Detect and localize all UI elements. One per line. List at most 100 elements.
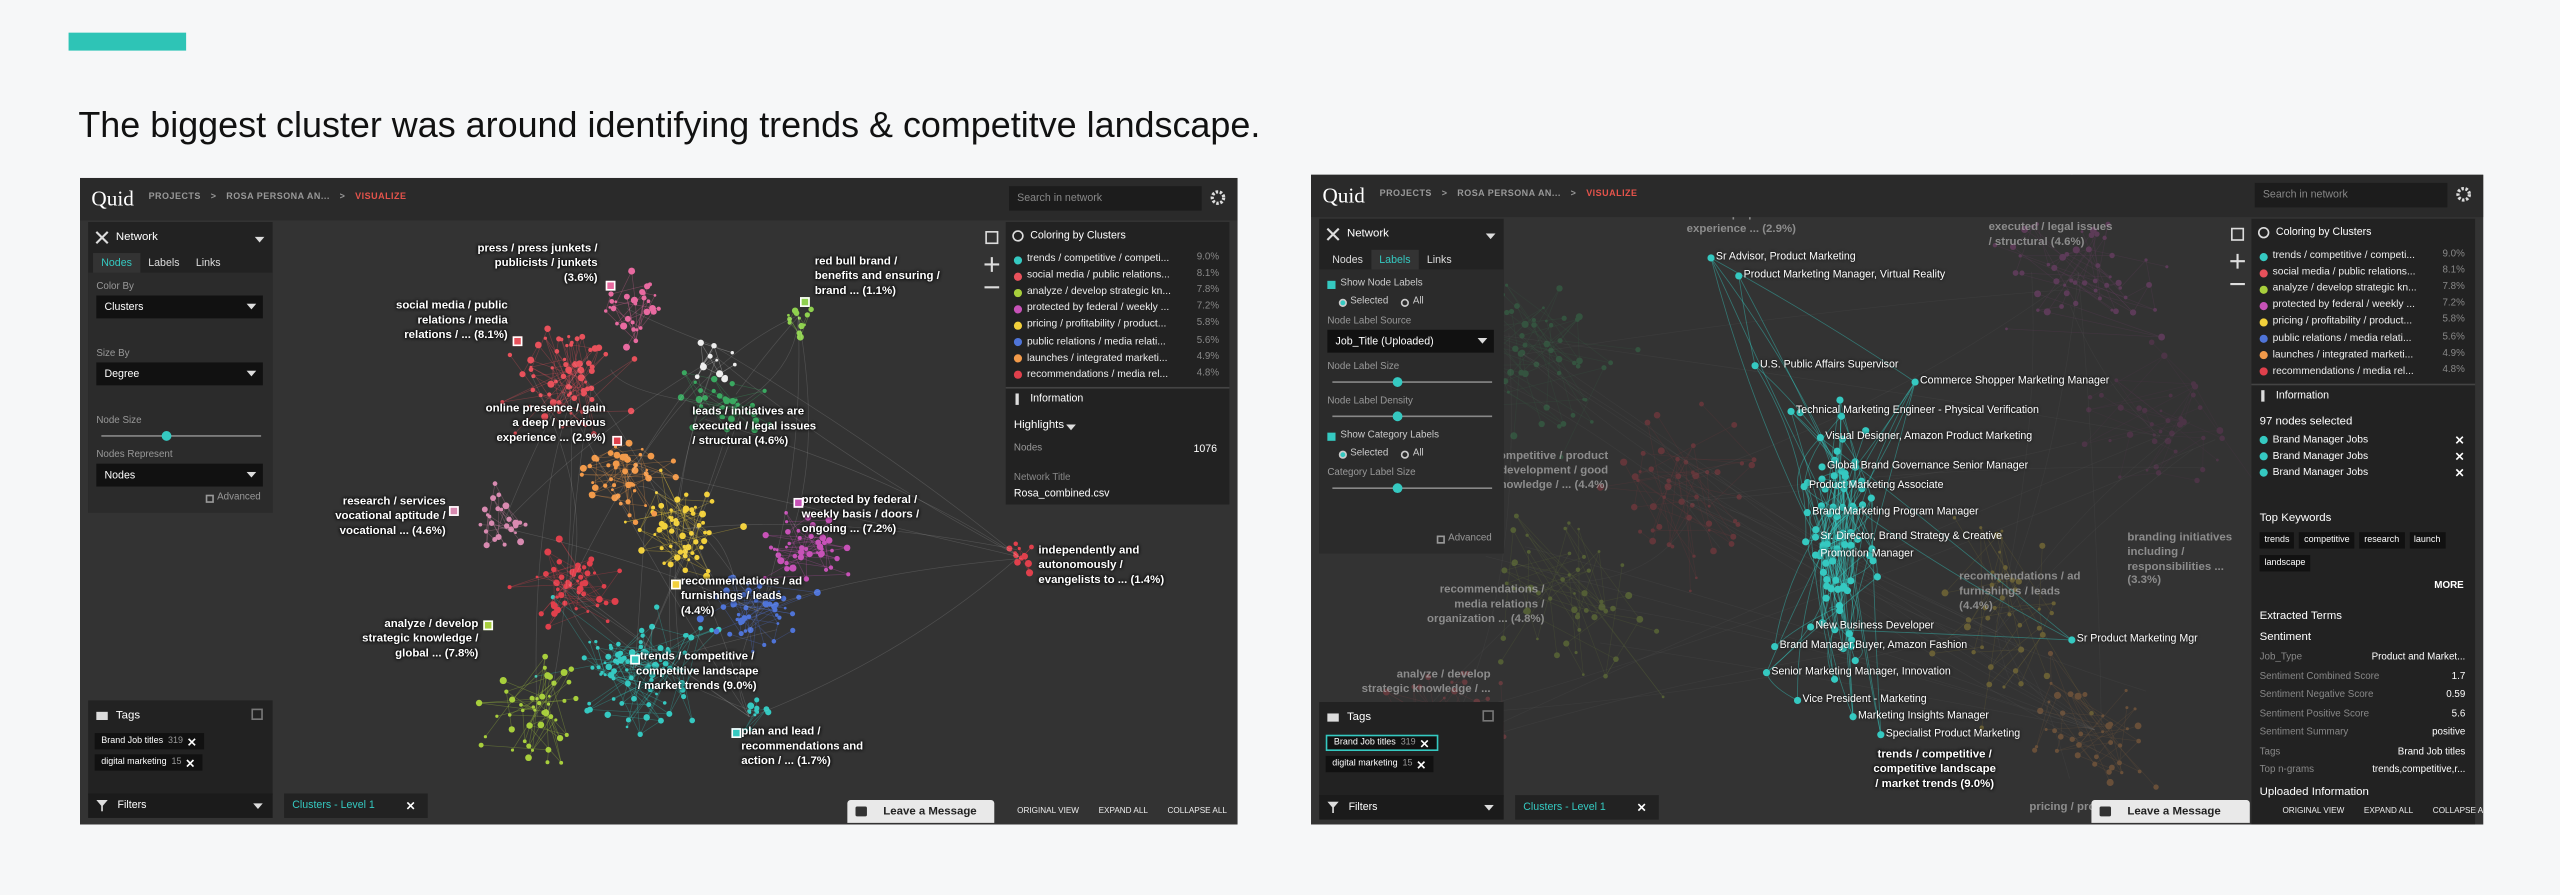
node bbox=[2105, 722, 2112, 729]
node bbox=[2118, 475, 2121, 478]
network-icon bbox=[1326, 227, 1341, 242]
node bbox=[1749, 462, 1755, 468]
node bbox=[644, 504, 647, 507]
node bbox=[545, 624, 551, 630]
message-button[interactable]: Leave a Message bbox=[2091, 800, 2249, 823]
node bbox=[633, 339, 638, 344]
node bbox=[593, 571, 596, 574]
selected-node bbox=[1844, 587, 1851, 594]
edge bbox=[1563, 579, 1575, 593]
tab[interactable]: Nodes bbox=[93, 253, 140, 274]
node bbox=[2055, 749, 2059, 753]
node bbox=[2032, 748, 2037, 753]
info-icon bbox=[1016, 393, 1019, 404]
node bbox=[2063, 284, 2066, 287]
radio-option: Selected bbox=[1339, 449, 1389, 459]
tab[interactable]: Labels bbox=[1371, 250, 1419, 271]
node bbox=[1986, 682, 1992, 688]
remove-icon bbox=[2456, 452, 2464, 460]
node bbox=[818, 550, 824, 556]
dropdown-caret bbox=[1478, 338, 1488, 345]
tab[interactable]: Labels bbox=[140, 253, 188, 274]
edge bbox=[717, 621, 742, 631]
field-label: Node Size bbox=[96, 416, 141, 428]
node bbox=[596, 596, 603, 603]
legend-icon bbox=[2258, 227, 2269, 238]
select[interactable]: Nodes bbox=[96, 464, 263, 487]
footer-action[interactable]: COLLAPSE ALL bbox=[1168, 807, 1227, 817]
node bbox=[644, 309, 651, 316]
selected-node bbox=[1707, 254, 1714, 261]
node bbox=[2108, 439, 2111, 442]
caret-path bbox=[247, 472, 257, 478]
legend-title: Coloring by Clusters bbox=[2276, 227, 2372, 240]
node bbox=[547, 392, 551, 396]
node bbox=[730, 398, 737, 405]
node bbox=[653, 533, 656, 536]
node bbox=[820, 547, 824, 551]
selected-node bbox=[1787, 408, 1794, 415]
select[interactable]: Clusters bbox=[96, 296, 263, 319]
tag-remove bbox=[186, 758, 196, 766]
node bbox=[1980, 645, 1984, 649]
node bbox=[777, 622, 780, 625]
node bbox=[490, 495, 496, 501]
tab[interactable]: Links bbox=[1419, 250, 1460, 271]
selected-node bbox=[1828, 585, 1835, 592]
message-button[interactable]: Leave a Message bbox=[847, 800, 994, 823]
info-icon bbox=[2261, 390, 2264, 401]
legend-share: 4.8% bbox=[2442, 365, 2464, 377]
select[interactable]: Job_Title (Uploaded) bbox=[1327, 330, 1494, 353]
node bbox=[738, 621, 742, 625]
node bbox=[777, 557, 784, 564]
chat-icon bbox=[2100, 807, 2111, 817]
keyword-chip: launch bbox=[2409, 532, 2445, 548]
node bbox=[792, 308, 798, 314]
edge bbox=[2203, 438, 2204, 470]
node bbox=[556, 336, 561, 341]
footer-action[interactable]: COLLAPSE ALL bbox=[2433, 807, 2483, 817]
app-screenshot: press / press junkets / publicists / jun… bbox=[80, 178, 1238, 825]
tag-remove bbox=[1417, 760, 1427, 768]
edge bbox=[2078, 696, 2103, 732]
tab[interactable]: Links bbox=[188, 253, 229, 274]
node bbox=[2092, 762, 2097, 767]
node bbox=[1563, 527, 1566, 530]
node bbox=[604, 601, 609, 606]
legend-share: 8.1% bbox=[2442, 266, 2464, 278]
legend-share: 4.8% bbox=[1197, 368, 1219, 380]
tab[interactable]: Nodes bbox=[1324, 250, 1371, 271]
node bbox=[527, 357, 534, 364]
node bbox=[1512, 559, 1518, 565]
search-box: Search in network bbox=[2255, 183, 2448, 207]
node bbox=[582, 565, 586, 569]
cluster-label: analyze / develop strategic knowledge / … bbox=[348, 619, 479, 662]
node bbox=[1575, 651, 1578, 654]
node bbox=[2082, 441, 2088, 447]
node bbox=[581, 591, 586, 596]
legend-label: public relations / media relati... bbox=[2273, 332, 2440, 344]
node bbox=[654, 294, 657, 297]
node bbox=[785, 520, 788, 523]
footer-action[interactable]: EXPAND ALL bbox=[1099, 807, 1148, 817]
node bbox=[1979, 526, 1982, 529]
legend-label: trends / competitive / competi... bbox=[2273, 250, 2440, 262]
select[interactable]: Degree bbox=[96, 362, 263, 385]
node bbox=[500, 677, 507, 684]
footer-action[interactable]: ORIGINAL VIEW bbox=[2282, 807, 2344, 817]
node bbox=[575, 336, 580, 341]
node bbox=[678, 549, 683, 554]
footer-action[interactable]: ORIGINAL VIEW bbox=[1017, 807, 1079, 817]
legend-label: recommendations / media rel... bbox=[2273, 365, 2440, 377]
tag-name: digital marketing bbox=[1332, 759, 1397, 769]
node bbox=[588, 641, 591, 644]
node bbox=[565, 733, 569, 737]
node bbox=[509, 697, 515, 703]
radio-dot bbox=[1339, 298, 1347, 306]
cluster-marker bbox=[606, 281, 616, 291]
footer-action[interactable]: EXPAND ALL bbox=[2364, 807, 2413, 817]
node bbox=[614, 300, 617, 303]
node bbox=[567, 680, 572, 685]
node bbox=[1018, 547, 1021, 550]
